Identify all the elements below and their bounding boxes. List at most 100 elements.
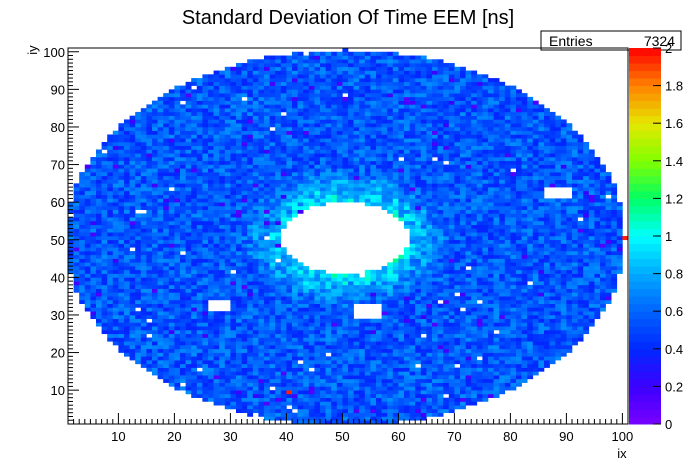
heatmap-cell [258,138,265,143]
heatmap-cell [230,292,237,297]
heatmap-cell [118,149,125,154]
heatmap-cell [420,367,427,372]
heatmap-cell [258,322,265,327]
heatmap-cell [112,322,119,327]
heatmap-cell [269,412,276,417]
heatmap-cell [191,371,198,376]
heatmap-cell [269,78,276,83]
heatmap-cell [224,247,231,252]
heatmap-cell [236,66,242,71]
heatmap-cell [258,405,265,410]
heatmap-cell [381,119,388,124]
heatmap-cell [420,390,427,395]
heatmap-cell [101,296,108,301]
heatmap-cell [241,363,248,368]
heatmap-cell [140,356,147,361]
heatmap-cell [376,142,382,147]
heatmap-cell [258,247,265,252]
heatmap-cell [314,318,321,323]
heatmap-cell [297,104,304,109]
heatmap-cell [275,111,282,116]
heatmap-cell [398,93,405,98]
heatmap-cell [353,299,360,304]
heatmap-cell [146,179,153,184]
heatmap-cell [325,198,332,203]
heatmap-cell [163,299,170,304]
heatmap-cell [264,70,270,75]
heatmap-cell [381,397,388,402]
heatmap-cell [236,134,242,139]
heatmap-cell [252,134,259,139]
heatmap-cell [398,130,405,135]
heatmap-cell [129,119,136,124]
heatmap-cell [348,333,354,338]
heatmap-cell [124,153,130,158]
heatmap-cell [320,363,326,368]
heatmap-cell [320,130,326,135]
heatmap-cell [364,299,371,304]
heatmap-cell [208,220,214,226]
heatmap-cell [224,397,231,402]
heatmap-cell [168,314,175,320]
heatmap-cell [107,149,114,154]
heatmap-cell [174,153,181,158]
heatmap-cell [381,408,388,414]
heatmap-cell [213,183,220,188]
heatmap-cell [224,292,231,297]
heatmap-cell [308,371,315,376]
heatmap-cell [269,408,276,414]
heatmap-cell [258,243,265,248]
heatmap-cell [392,405,399,410]
heatmap-cell [224,382,231,387]
heatmap-cell [84,224,91,229]
heatmap-cell [392,172,399,177]
heatmap-cell [292,397,298,402]
heatmap-cell [241,311,248,316]
heatmap-cell [129,209,136,214]
heatmap-cell [381,130,388,135]
heatmap-cell [331,123,338,128]
heatmap-cell [247,405,254,410]
heatmap-cell [174,228,181,233]
heatmap-cell [325,420,332,425]
heatmap-cell [264,115,270,120]
heatmap-cell [163,258,170,263]
heatmap-cell [163,345,170,350]
heatmap-cell [208,390,214,395]
heatmap-cell [196,299,203,304]
heatmap-cell [247,408,254,414]
heatmap-cell [236,183,242,188]
heatmap-cell [398,330,405,335]
heatmap-cell [387,100,394,105]
heatmap-cell [320,322,326,327]
heatmap-cell [90,217,97,222]
heatmap-cell [208,111,214,116]
heatmap-cell [426,333,433,338]
heatmap-cell [73,194,80,199]
heatmap-cell [247,100,254,105]
heatmap-cell [381,81,388,86]
heatmap-cell [342,85,349,90]
heatmap-cell [68,251,74,256]
heatmap-cell [275,209,282,214]
heatmap-cell [264,243,270,248]
heatmap-cell [264,277,270,282]
heatmap-cell [398,360,405,365]
heatmap-cell [292,209,298,214]
heatmap-cell [124,145,130,150]
heatmap-cell [129,224,136,229]
heatmap-cell [213,194,220,199]
heatmap-cell [135,254,142,259]
heatmap-cell [185,254,192,259]
heatmap-cell [348,318,354,323]
heatmap-cell [320,108,326,113]
heatmap-cell [325,130,332,135]
heatmap-cell [269,345,276,350]
heatmap-cell [146,104,153,109]
heatmap-cell [258,149,265,154]
heatmap-cell [280,412,287,417]
heatmap-cell [124,130,130,135]
heatmap-cell [359,138,366,143]
heatmap-cell [348,416,354,421]
heatmap-cell [241,224,248,229]
